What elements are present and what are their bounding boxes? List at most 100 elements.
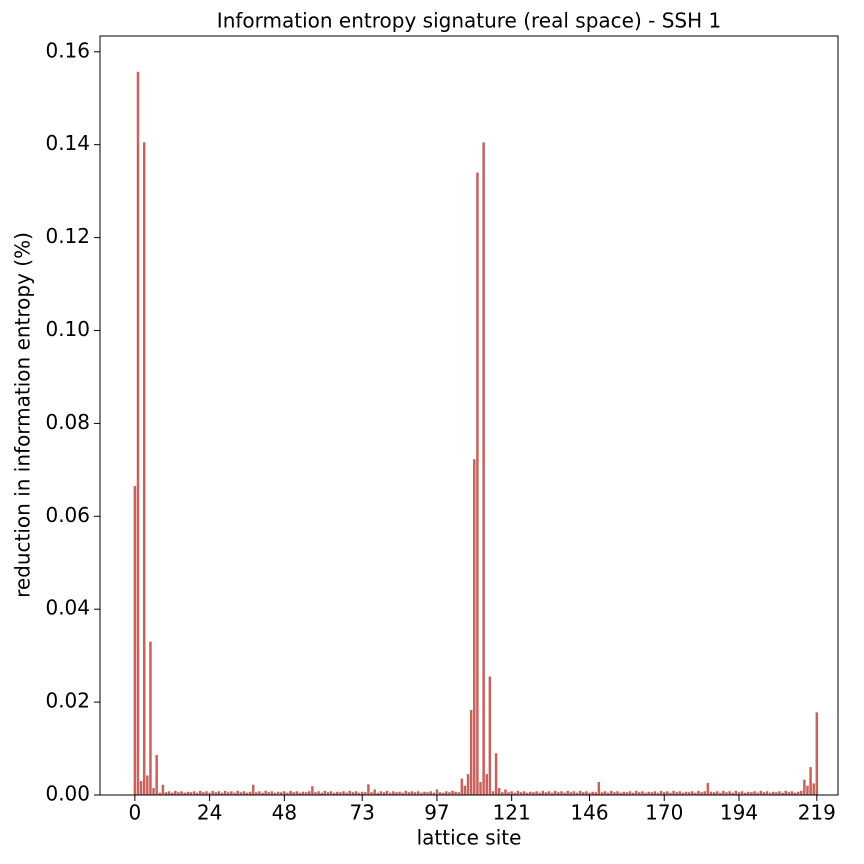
x-tick-label: 146 xyxy=(570,801,608,825)
bar xyxy=(289,790,292,795)
bar xyxy=(332,792,336,795)
bar xyxy=(351,792,355,795)
bar xyxy=(650,792,654,795)
bar xyxy=(223,790,227,795)
bar xyxy=(662,792,666,795)
bar xyxy=(279,792,283,795)
bar xyxy=(644,792,647,795)
bar xyxy=(454,791,457,795)
bar xyxy=(336,791,339,795)
bar xyxy=(357,792,361,795)
bar xyxy=(479,781,482,795)
bar xyxy=(242,791,246,795)
bar xyxy=(177,792,180,795)
bar xyxy=(603,791,607,795)
bar xyxy=(712,792,716,795)
bar xyxy=(255,792,258,795)
bar xyxy=(429,791,432,795)
bar xyxy=(426,792,429,795)
bar xyxy=(466,774,470,795)
bar xyxy=(768,792,772,795)
bar xyxy=(360,791,364,795)
bar xyxy=(261,792,264,795)
bar xyxy=(388,792,392,795)
bar xyxy=(379,791,383,795)
y-tick-label: 0.06 xyxy=(45,503,90,527)
bar xyxy=(809,767,812,795)
bar xyxy=(706,782,710,795)
bar xyxy=(625,792,629,795)
y-tick-label: 0.12 xyxy=(45,224,90,248)
bar xyxy=(796,791,800,795)
bar xyxy=(743,792,747,795)
bar xyxy=(510,791,513,795)
y-tick-label: 0.14 xyxy=(45,131,90,155)
bar xyxy=(323,790,327,795)
bar xyxy=(781,792,784,795)
bar xyxy=(149,641,152,795)
bar xyxy=(317,791,320,795)
bar xyxy=(214,792,218,795)
bar xyxy=(628,791,632,795)
bar xyxy=(435,789,439,795)
bar xyxy=(560,791,563,795)
bar xyxy=(401,792,404,795)
bar xyxy=(158,792,162,795)
bar xyxy=(476,172,479,795)
bar xyxy=(597,781,601,795)
bar xyxy=(525,792,529,795)
bar xyxy=(180,791,183,795)
bar xyxy=(622,791,626,795)
bar xyxy=(230,791,233,795)
bar xyxy=(339,792,342,795)
x-tick-label: 48 xyxy=(272,801,297,825)
bar xyxy=(195,792,199,795)
bar xyxy=(491,791,495,795)
bar xyxy=(812,783,815,795)
bar xyxy=(152,788,155,795)
bar xyxy=(715,791,719,795)
bar xyxy=(762,792,766,795)
bar xyxy=(497,788,501,795)
bar xyxy=(550,792,554,795)
bar xyxy=(170,792,174,795)
bar xyxy=(806,785,809,795)
bar xyxy=(653,791,657,795)
bar xyxy=(610,790,613,795)
bar xyxy=(463,785,467,795)
bar xyxy=(619,792,622,795)
bar xyxy=(765,791,769,795)
bar xyxy=(264,790,267,795)
bar xyxy=(529,791,532,795)
bar xyxy=(438,792,442,795)
bar xyxy=(354,791,358,795)
bar xyxy=(687,792,691,795)
bar xyxy=(681,792,685,795)
bar xyxy=(392,791,395,795)
y-tick-label: 0.04 xyxy=(45,596,90,620)
bar xyxy=(569,792,573,795)
bar xyxy=(460,778,464,795)
y-tick-label: 0.00 xyxy=(45,782,90,806)
bar xyxy=(756,792,759,795)
bar xyxy=(258,791,261,795)
bar xyxy=(731,792,734,795)
bar xyxy=(432,792,436,795)
bar xyxy=(308,791,311,795)
bar xyxy=(376,792,380,795)
bar xyxy=(420,792,423,795)
bar xyxy=(192,791,196,795)
bar xyxy=(251,784,255,795)
bar xyxy=(227,792,230,795)
bar xyxy=(329,791,333,795)
x-tick-label: 24 xyxy=(197,801,222,825)
bar xyxy=(647,791,650,795)
bar xyxy=(594,792,597,795)
x-tick-label: 97 xyxy=(424,801,449,825)
bar xyxy=(301,791,305,795)
bar xyxy=(700,792,703,795)
bar xyxy=(575,792,579,795)
bar xyxy=(295,791,299,795)
bar xyxy=(233,792,236,795)
bar xyxy=(572,791,576,795)
